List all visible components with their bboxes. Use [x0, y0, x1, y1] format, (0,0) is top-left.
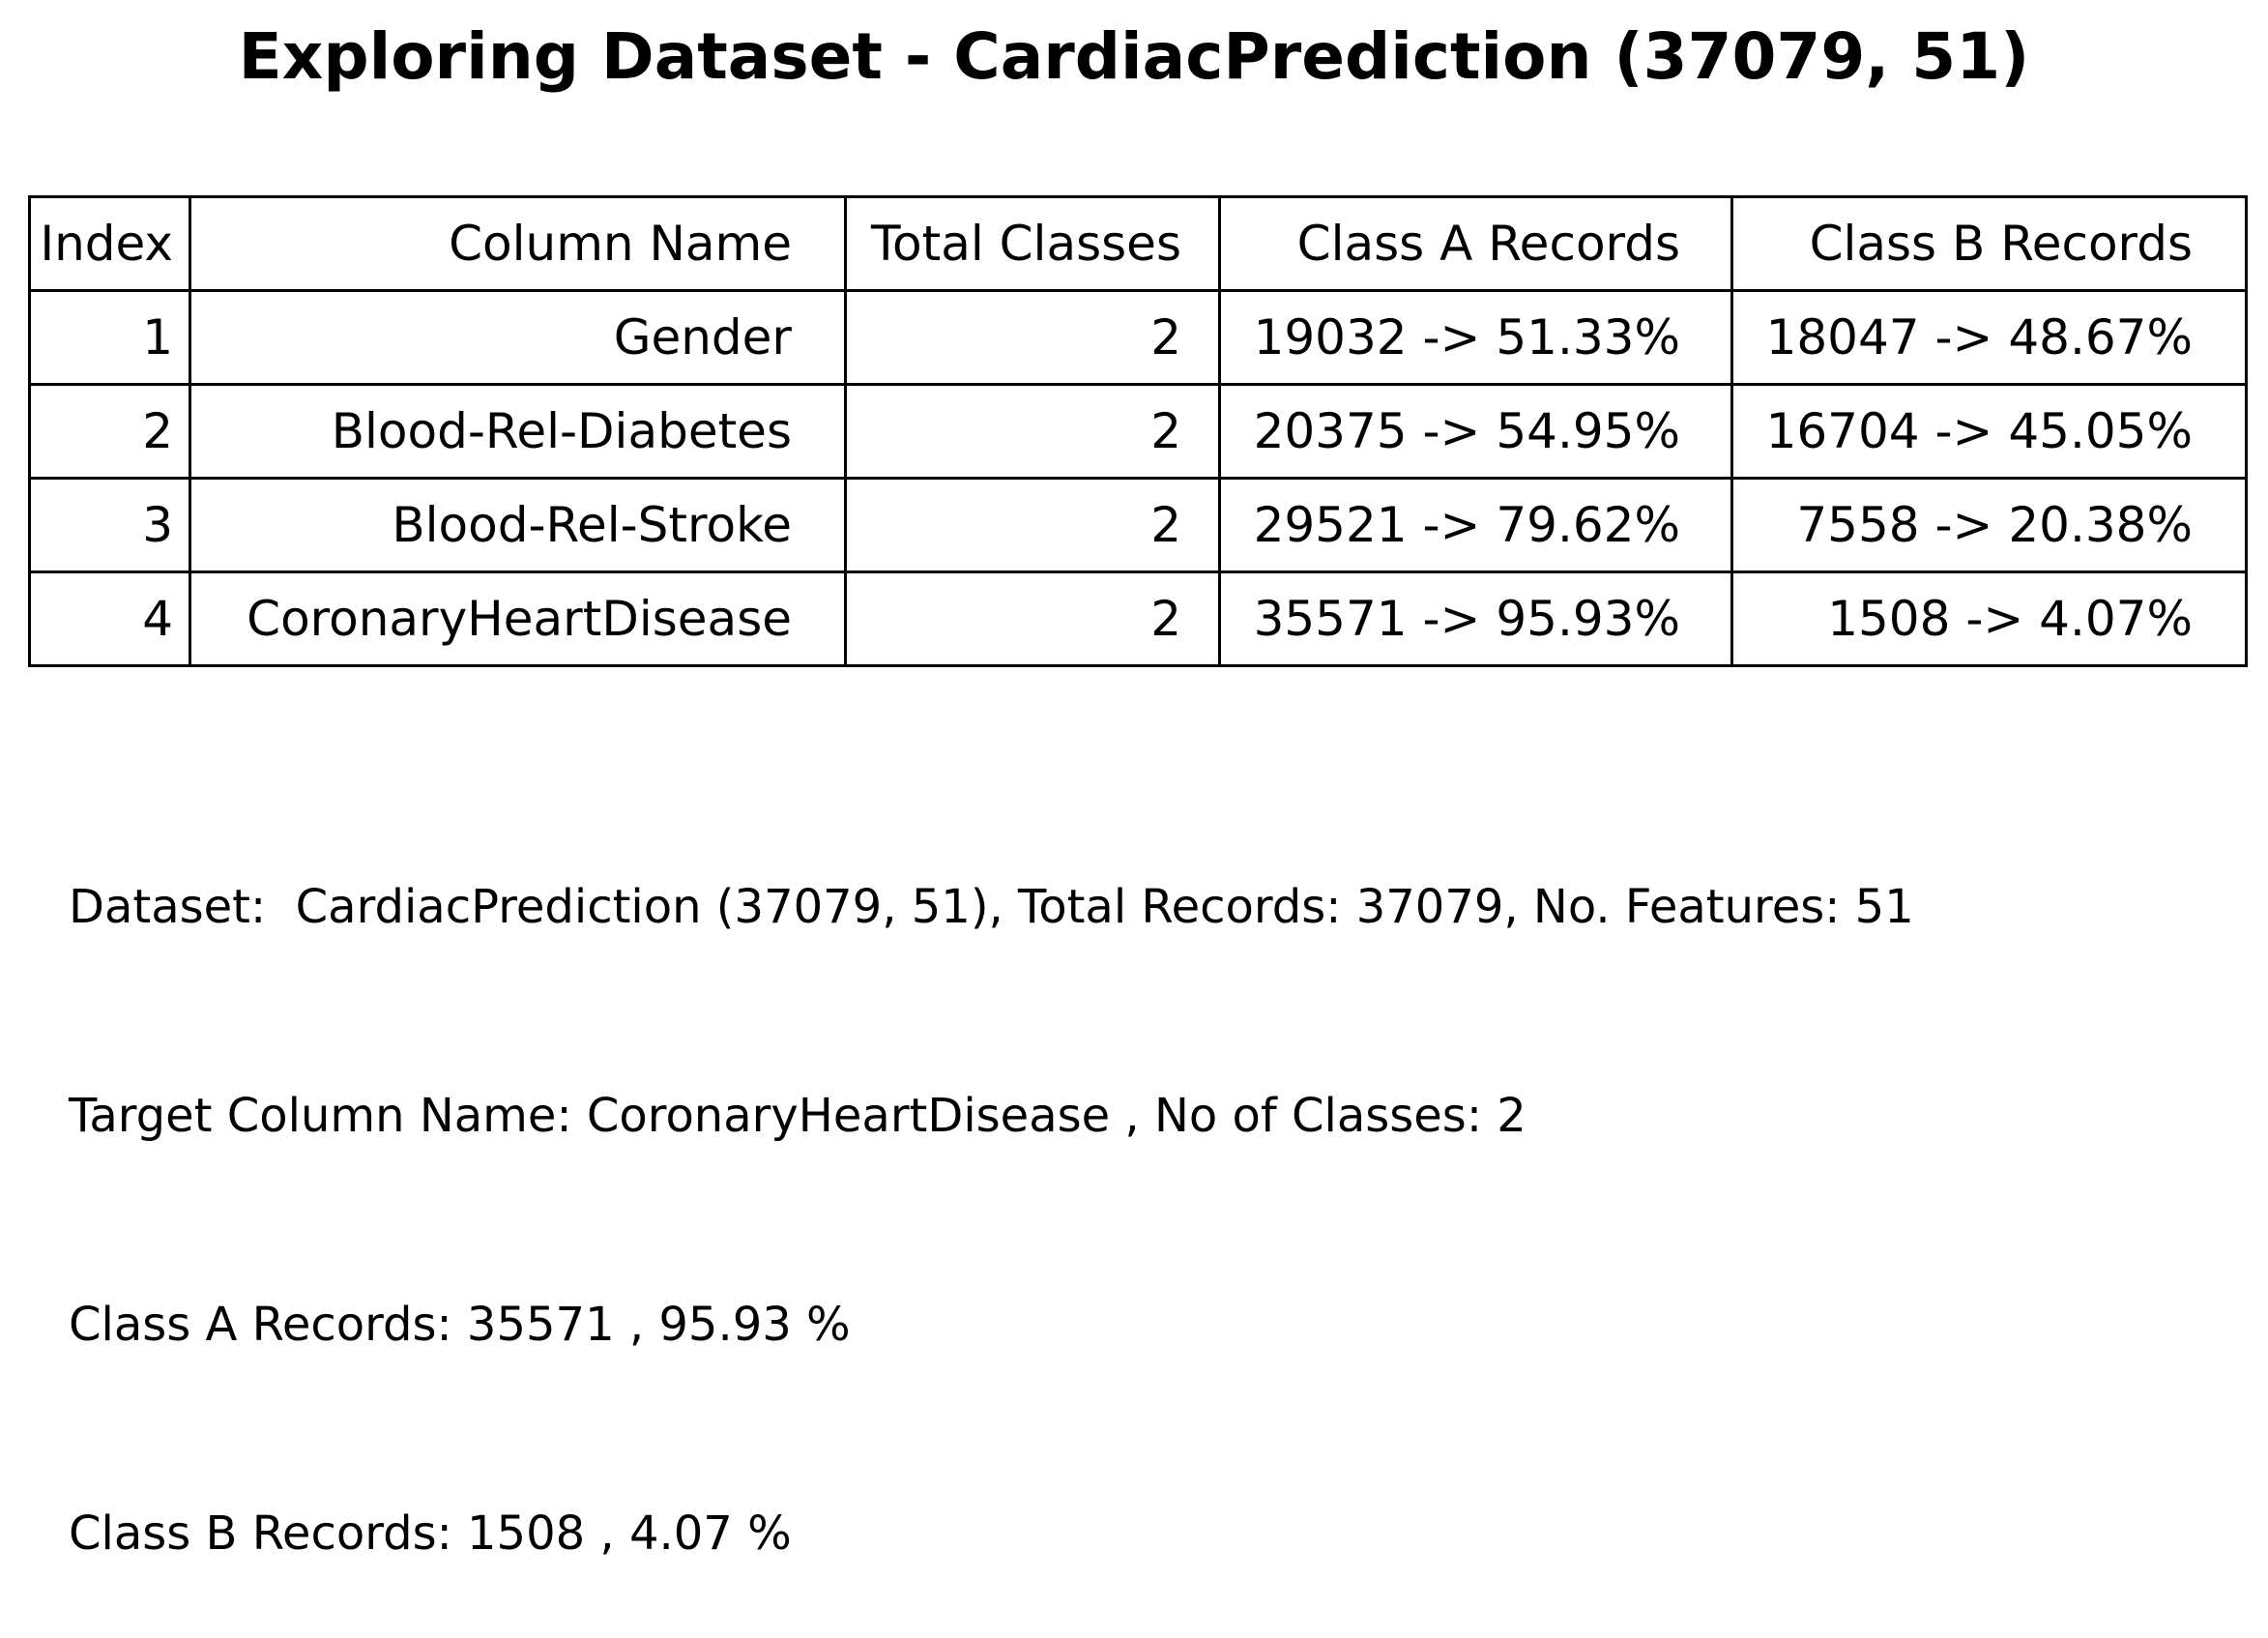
cell-class-a-records: 19032 -> 51.33% — [1218, 289, 1733, 386]
cell-class-a-records: 35571 -> 95.93% — [1218, 570, 1733, 667]
page-title: Exploring Dataset - CardiacPrediction (3… — [238, 19, 2030, 94]
table-row: 1 Gender 2 19032 -> 51.33% 18047 -> 48.6… — [28, 289, 2248, 386]
cell-index: 4 — [28, 570, 191, 667]
column-header-column-name: Column Name — [189, 195, 847, 292]
cell-class-b-records: 7558 -> 20.38% — [1730, 477, 2248, 573]
column-header-total-classes: Total Classes — [844, 195, 1221, 292]
table-row: 4 CoronaryHeartDisease 2 35571 -> 95.93%… — [28, 570, 2248, 667]
summary-class-a-line: Class A Records: 35571 , 95.93 % — [69, 1298, 851, 1352]
cell-class-a-records: 20375 -> 54.95% — [1218, 383, 1733, 480]
column-header-class-a-records: Class A Records — [1218, 195, 1733, 292]
cell-class-b-records: 18047 -> 48.67% — [1730, 289, 2248, 386]
cell-column-name: Blood-Rel-Stroke — [189, 477, 847, 573]
cell-index: 1 — [28, 289, 191, 386]
cell-column-name: CoronaryHeartDisease — [189, 570, 847, 667]
cell-index: 2 — [28, 383, 191, 480]
cell-class-b-records: 16704 -> 45.05% — [1730, 383, 2248, 480]
summary-target-column-line: Target Column Name: CoronaryHeartDisease… — [69, 1089, 1527, 1143]
cell-class-b-records: 1508 -> 4.07% — [1730, 570, 2248, 667]
summary-class-b-line: Class B Records: 1508 , 4.07 % — [69, 1506, 792, 1561]
cell-column-name: Gender — [189, 289, 847, 386]
table-row: 3 Blood-Rel-Stroke 2 29521 -> 79.62% 755… — [28, 477, 2248, 573]
column-header-index: Index — [28, 195, 191, 292]
dataset-table: Index Column Name Total Classes Class A … — [28, 195, 2248, 667]
cell-total-classes: 2 — [844, 383, 1221, 480]
summary-dataset-line: Dataset: CardiacPrediction (37079, 51), … — [69, 880, 1914, 934]
cell-class-a-records: 29521 -> 79.62% — [1218, 477, 1733, 573]
cell-column-name: Blood-Rel-Diabetes — [189, 383, 847, 480]
column-header-class-b-records: Class B Records — [1730, 195, 2248, 292]
cell-index: 3 — [28, 477, 191, 573]
cell-total-classes: 2 — [844, 289, 1221, 386]
cell-total-classes: 2 — [844, 570, 1221, 667]
table-header-row: Index Column Name Total Classes Class A … — [28, 195, 2248, 292]
cell-total-classes: 2 — [844, 477, 1221, 573]
table-row: 2 Blood-Rel-Diabetes 2 20375 -> 54.95% 1… — [28, 383, 2248, 480]
dataset-summary: Dataset: CardiacPrediction (37079, 51), … — [69, 733, 1914, 1638]
